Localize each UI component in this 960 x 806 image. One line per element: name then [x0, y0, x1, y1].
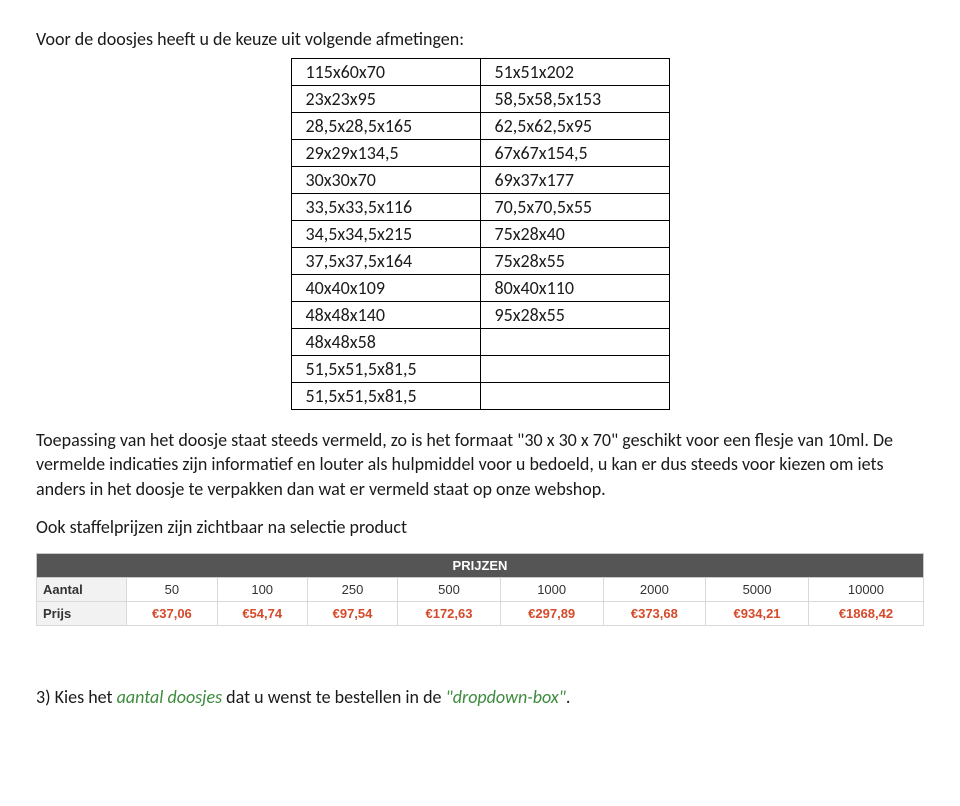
dimensions-table: 115x60x7051x51x20223x23x9558,5x58,5x1532…: [291, 58, 670, 410]
table-row: 48x48x58: [291, 329, 669, 356]
dims-cell: [480, 329, 669, 356]
table-row: 37,5x37,5x16475x28x55: [291, 248, 669, 275]
table-row: 23x23x9558,5x58,5x153: [291, 86, 669, 113]
price-cell: €1868,42: [808, 602, 923, 626]
dims-cell: 48x48x140: [291, 302, 480, 329]
qty-cell: 500: [398, 578, 501, 602]
dims-cell: 37,5x37,5x164: [291, 248, 480, 275]
dims-cell: 69x37x177: [480, 167, 669, 194]
table-row: 40x40x10980x40x110: [291, 275, 669, 302]
prices-header: PRIJZEN: [37, 554, 924, 578]
step3-link-aantal: aantal doosjes: [117, 686, 222, 708]
price-cell: €297,89: [500, 602, 603, 626]
price-cell: €97,54: [307, 602, 397, 626]
prices-price-row: Prijs€37,06€54,74€97,54€172,63€297,89€37…: [37, 602, 924, 626]
step3-suffix: .: [566, 686, 571, 708]
dims-cell: 75x28x40: [480, 221, 669, 248]
dims-cell: 75x28x55: [480, 248, 669, 275]
table-row: 28,5x28,5x16562,5x62,5x95: [291, 113, 669, 140]
qty-cell: 1000: [500, 578, 603, 602]
dims-cell: 29x29x134,5: [291, 140, 480, 167]
prices-qty-row: Aantal5010025050010002000500010000: [37, 578, 924, 602]
dims-cell: 30x30x70: [291, 167, 480, 194]
price-cell: €373,68: [603, 602, 706, 626]
dims-cell: 23x23x95: [291, 86, 480, 113]
table-row: 115x60x7051x51x202: [291, 59, 669, 86]
price-cell: €934,21: [706, 602, 809, 626]
price-label: Prijs: [37, 602, 127, 626]
step3-mid: dat u wenst te bestellen in de: [222, 686, 445, 708]
dims-cell: 28,5x28,5x165: [291, 113, 480, 140]
table-row: 30x30x7069x37x177: [291, 167, 669, 194]
qty-cell: 2000: [603, 578, 706, 602]
staffel-text: Ook staffelprijzen zijn zichtbaar na sel…: [36, 515, 924, 539]
dims-cell: 62,5x62,5x95: [480, 113, 669, 140]
body-paragraph: Toepassing van het doosje staat steeds v…: [36, 428, 924, 501]
step3-text: 3) Kies het aantal doosjes dat u wenst t…: [36, 686, 924, 708]
table-row: 29x29x134,567x67x154,5: [291, 140, 669, 167]
intro-text: Voor de doosjes heeft u de keuze uit vol…: [36, 28, 924, 50]
qty-cell: 50: [127, 578, 217, 602]
dims-cell: 40x40x109: [291, 275, 480, 302]
table-row: 33,5x33,5x11670,5x70,5x55: [291, 194, 669, 221]
table-row: 51,5x51,5x81,5: [291, 356, 669, 383]
qty-label: Aantal: [37, 578, 127, 602]
prices-table: PRIJZEN Aantal50100250500100020005000100…: [36, 553, 924, 626]
qty-cell: 100: [217, 578, 307, 602]
dims-cell: 80x40x110: [480, 275, 669, 302]
dims-cell: 51x51x202: [480, 59, 669, 86]
table-row: 51,5x51,5x81,5: [291, 383, 669, 410]
table-row: 48x48x14095x28x55: [291, 302, 669, 329]
dims-cell: 33,5x33,5x116: [291, 194, 480, 221]
dims-cell: 58,5x58,5x153: [480, 86, 669, 113]
table-row: 34,5x34,5x21575x28x40: [291, 221, 669, 248]
step3-prefix: 3) Kies het: [36, 686, 117, 708]
price-cell: €172,63: [398, 602, 501, 626]
qty-cell: 250: [307, 578, 397, 602]
qty-cell: 10000: [808, 578, 923, 602]
dims-cell: [480, 383, 669, 410]
price-cell: €54,74: [217, 602, 307, 626]
dims-cell: [480, 356, 669, 383]
dims-cell: 34,5x34,5x215: [291, 221, 480, 248]
dims-cell: 70,5x70,5x55: [480, 194, 669, 221]
dims-cell: 115x60x70: [291, 59, 480, 86]
qty-cell: 5000: [706, 578, 809, 602]
prices-table-wrap: PRIJZEN Aantal50100250500100020005000100…: [36, 553, 924, 626]
dims-cell: 51,5x51,5x81,5: [291, 383, 480, 410]
dims-cell: 95x28x55: [480, 302, 669, 329]
dims-cell: 67x67x154,5: [480, 140, 669, 167]
dims-cell: 51,5x51,5x81,5: [291, 356, 480, 383]
dims-cell: 48x48x58: [291, 329, 480, 356]
price-cell: €37,06: [127, 602, 217, 626]
step3-link-dropdown: "dropdown-box": [446, 686, 566, 708]
